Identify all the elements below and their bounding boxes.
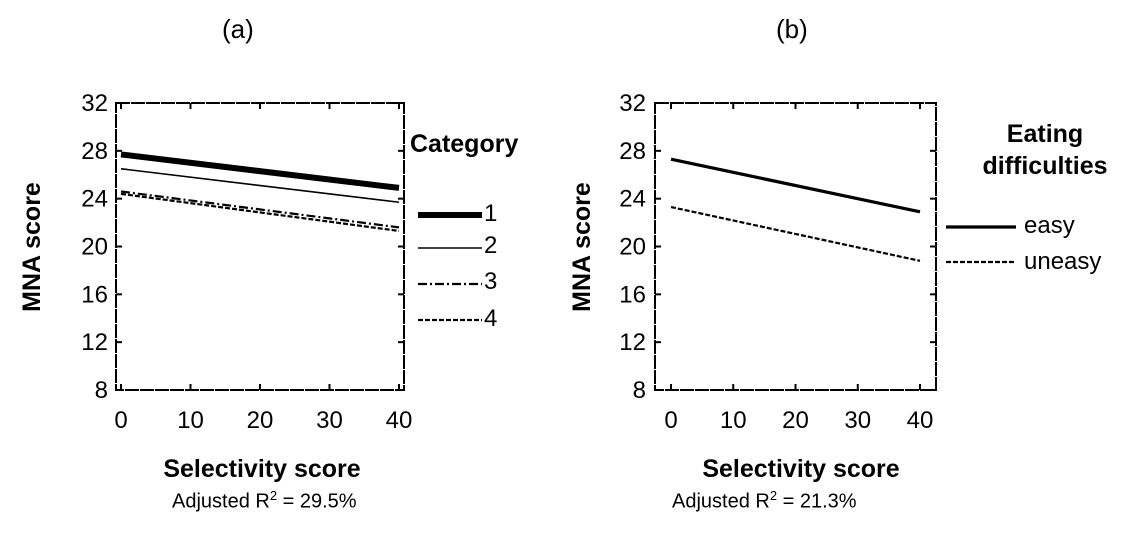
- legend-a-title: Category: [410, 130, 519, 158]
- x-axis-title-b: Selectivity score: [702, 455, 899, 483]
- legend-b-title: Eating difficulties: [960, 118, 1130, 182]
- x-tick-label-b-0: 0: [664, 407, 677, 434]
- x-tick-label-a-3: 30: [316, 407, 343, 434]
- panel-b-adjusted-r2: Adjusted R2 = 21.3%: [672, 488, 857, 514]
- x-tick-label-a-4: 40: [386, 407, 413, 434]
- legend-b-label-uneasy: uneasy: [1024, 248, 1102, 275]
- x-tick-label-b-4: 40: [907, 407, 934, 434]
- x-tick-label-b-2: 20: [782, 407, 809, 434]
- y-tick-label-a-2: 16: [81, 281, 108, 308]
- panel-a-title: (a): [222, 14, 254, 44]
- y-tick-label-b-4: 24: [619, 186, 646, 213]
- y-tick-label-b-5: 28: [619, 138, 646, 165]
- series-line-b-uneasy: [670, 205, 921, 262]
- y-tick-label-a-1: 12: [81, 329, 108, 356]
- y-tick-label-b-0: 8: [633, 377, 646, 404]
- series-line-a-3: [120, 190, 400, 229]
- note-a-prefix: Adjusted R: [172, 490, 270, 513]
- series-line-b-easy: [670, 157, 921, 214]
- y-tick-label-b-1: 12: [619, 329, 646, 356]
- y-tick-label-a-3: 20: [81, 234, 108, 261]
- note-b-suffix: = 21.3%: [777, 490, 857, 513]
- legend-a-label-4: 4: [484, 305, 498, 332]
- panel-b-title: (b): [776, 14, 808, 44]
- y-tick-label-b-3: 20: [619, 234, 646, 261]
- legend-b-label-easy: easy: [1024, 212, 1075, 239]
- x-axis-title-a: Selectivity score: [163, 455, 360, 483]
- y-axis-title-a: MNA score: [18, 182, 46, 312]
- legend-b-title-line1: Eating: [1006, 120, 1084, 148]
- y-tick-label-a-4: 24: [81, 186, 108, 213]
- x-tick-label-b-3: 30: [844, 407, 871, 434]
- legend-a-label-3: 3: [484, 268, 498, 295]
- series-line-a-1: [120, 151, 400, 191]
- x-tick-label-a-2: 20: [247, 407, 274, 434]
- panel-a-adjusted-r2: Adjusted R2 = 29.5%: [172, 488, 357, 514]
- note-b-prefix: Adjusted R: [672, 490, 770, 513]
- y-axis-title-b: MNA score: [568, 182, 596, 312]
- y-tick-label-a-5: 28: [81, 138, 108, 165]
- x-tick-label-a-0: 0: [114, 407, 127, 434]
- legend-a-label-2: 2: [484, 232, 498, 259]
- y-tick-label-a-6: 32: [81, 90, 108, 117]
- y-tick-label-b-2: 16: [619, 281, 646, 308]
- note-b-sup: 2: [769, 488, 778, 503]
- legend-a-label-1: 1: [484, 200, 498, 227]
- note-a-sup: 2: [269, 488, 278, 503]
- plot-frame-b: [654, 102, 937, 391]
- y-tick-label-b-6: 32: [619, 90, 646, 117]
- x-tick-label-b-1: 10: [720, 407, 747, 434]
- note-a-suffix: = 29.5%: [277, 490, 357, 513]
- x-tick-label-a-1: 10: [177, 407, 204, 434]
- plot-frame-a: [115, 102, 405, 391]
- y-tick-label-a-0: 8: [95, 377, 108, 404]
- legend-b-title-line2: difficulties: [982, 152, 1108, 180]
- series-line-a-2: [120, 167, 400, 204]
- series-line-a-4: [120, 192, 400, 233]
